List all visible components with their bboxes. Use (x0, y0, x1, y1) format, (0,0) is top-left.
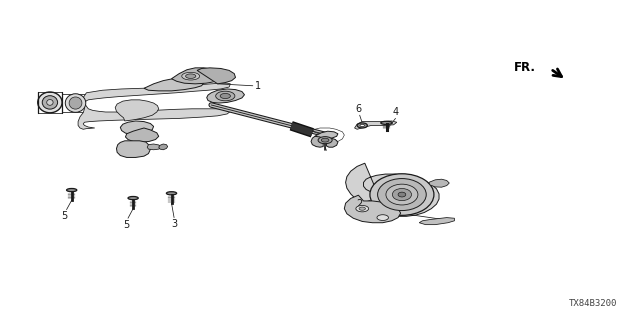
Polygon shape (116, 141, 150, 157)
Polygon shape (355, 121, 397, 129)
Ellipse shape (182, 72, 200, 80)
Ellipse shape (378, 179, 426, 211)
Ellipse shape (386, 184, 418, 205)
Text: 5: 5 (124, 220, 130, 230)
Text: 6: 6 (355, 104, 362, 114)
Ellipse shape (166, 192, 177, 195)
Text: 1: 1 (255, 81, 261, 91)
Ellipse shape (377, 215, 388, 220)
Polygon shape (419, 218, 454, 225)
Ellipse shape (69, 97, 82, 109)
Ellipse shape (220, 93, 230, 99)
Polygon shape (346, 163, 439, 216)
Text: TX84B3200: TX84B3200 (569, 299, 618, 308)
Polygon shape (326, 138, 338, 147)
Ellipse shape (128, 196, 138, 200)
Polygon shape (147, 144, 161, 150)
Text: FR.: FR. (514, 61, 536, 74)
Polygon shape (78, 83, 230, 129)
Text: 3: 3 (171, 219, 177, 229)
Polygon shape (315, 131, 338, 139)
Text: 5: 5 (61, 211, 67, 221)
Polygon shape (429, 179, 449, 187)
Ellipse shape (216, 91, 235, 101)
Ellipse shape (398, 192, 406, 197)
Ellipse shape (318, 137, 332, 144)
Ellipse shape (370, 174, 434, 215)
Ellipse shape (360, 124, 365, 126)
Polygon shape (120, 121, 154, 134)
Ellipse shape (38, 92, 62, 113)
Ellipse shape (357, 123, 367, 128)
Text: 4: 4 (392, 107, 399, 117)
Ellipse shape (67, 188, 77, 192)
Polygon shape (159, 144, 168, 150)
Polygon shape (144, 78, 204, 91)
Polygon shape (207, 89, 244, 103)
Polygon shape (197, 68, 236, 84)
Ellipse shape (381, 121, 392, 124)
Polygon shape (125, 128, 159, 142)
Ellipse shape (42, 96, 58, 109)
Ellipse shape (65, 94, 86, 112)
Ellipse shape (321, 138, 329, 142)
Ellipse shape (47, 100, 53, 105)
Text: 2: 2 (356, 198, 362, 209)
Ellipse shape (359, 207, 365, 210)
Polygon shape (344, 195, 401, 223)
Ellipse shape (356, 205, 369, 212)
Polygon shape (115, 100, 159, 121)
Ellipse shape (392, 188, 412, 201)
Ellipse shape (186, 74, 196, 78)
Polygon shape (311, 136, 323, 147)
Polygon shape (172, 68, 221, 84)
